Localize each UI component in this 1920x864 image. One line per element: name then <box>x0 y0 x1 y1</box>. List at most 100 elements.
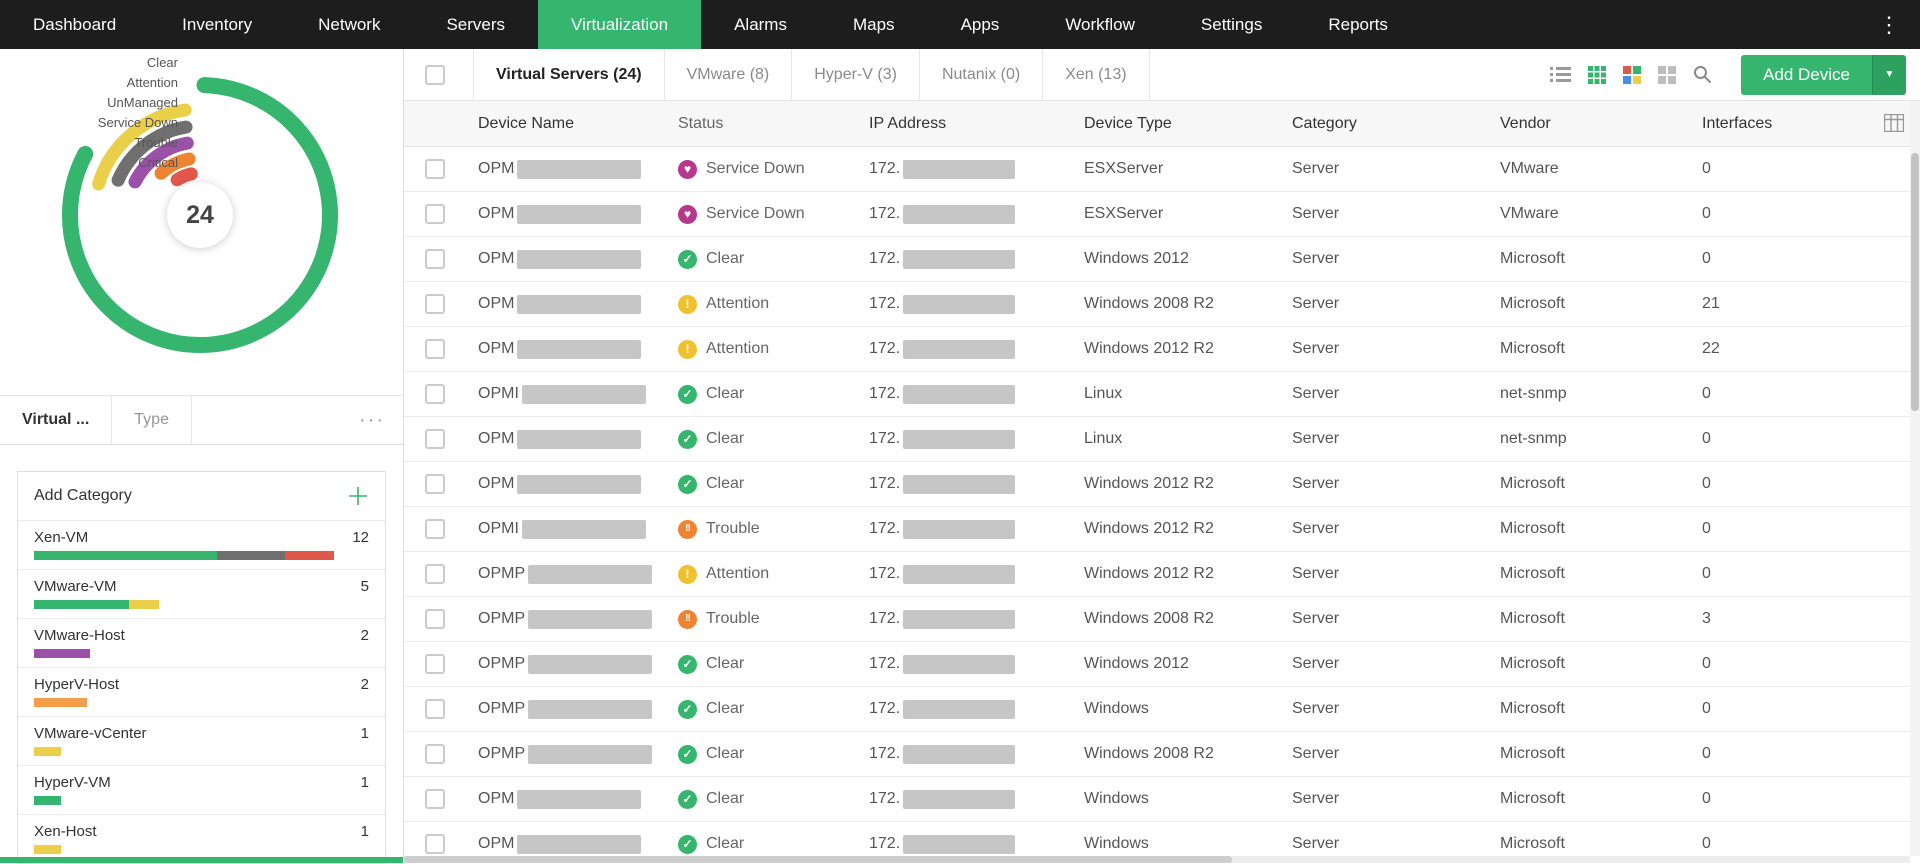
row-checkbox[interactable] <box>425 744 445 764</box>
category-row-xen-vm[interactable]: Xen-VM 12 <box>18 520 385 569</box>
column-header-ip-address[interactable]: IP Address <box>869 115 1084 133</box>
nav-item-network[interactable]: Network <box>285 0 413 49</box>
row-checkbox[interactable] <box>425 564 445 584</box>
row-checkbox[interactable] <box>425 249 445 269</box>
nav-item-reports[interactable]: Reports <box>1295 0 1421 49</box>
table-row[interactable]: OPM ✓ Clear 172. Linux Server net-snmp 0 <box>404 417 1920 462</box>
category-row-xen-host[interactable]: Xen-Host 1 <box>18 814 385 863</box>
row-checkbox[interactable] <box>425 429 445 449</box>
vertical-scrollbar[interactable] <box>1910 101 1920 856</box>
sidebar-tabs: Virtual ... Type ··· <box>0 395 403 445</box>
category-row-vmware-host[interactable]: VMware-Host 2 <box>18 618 385 667</box>
legend-item-service-down[interactable]: Service Down <box>0 113 178 133</box>
column-header-vendor[interactable]: Vendor <box>1500 115 1702 133</box>
table-row[interactable]: OPMP ✓ Clear 172. Windows 2012 Server Mi… <box>404 642 1920 687</box>
nav-item-alarms[interactable]: Alarms <box>701 0 820 49</box>
column-chooser-icon[interactable] <box>1884 114 1904 132</box>
device-tab-xen[interactable]: Xen (13) <box>1043 49 1149 100</box>
category-color-view-icon[interactable] <box>1623 66 1641 84</box>
status-cell: ✓ Clear <box>678 475 869 494</box>
plus-icon[interactable] <box>347 485 369 507</box>
sidebar-tab-virtual[interactable]: Virtual ... <box>0 396 112 444</box>
caret-down-icon[interactable]: ▼ <box>1872 55 1906 95</box>
column-header-device-type[interactable]: Device Type <box>1084 115 1292 133</box>
category-row-hyperv-host[interactable]: HyperV-Host 2 <box>18 667 385 716</box>
nav-item-apps[interactable]: Apps <box>928 0 1033 49</box>
category-cell: Server <box>1292 520 1500 538</box>
column-header-device-name[interactable]: Device Name <box>478 115 678 133</box>
device-tab-nutanix[interactable]: Nutanix (0) <box>920 49 1043 100</box>
table-row[interactable]: OPMP ! Attention 172. Windows 2012 R2 Se… <box>404 552 1920 597</box>
table-row[interactable]: OPM ✓ Clear 172. Windows Server Microsof… <box>404 777 1920 822</box>
nav-item-virtualization[interactable]: Virtualization <box>538 0 701 49</box>
row-checkbox[interactable] <box>425 699 445 719</box>
nav-item-maps[interactable]: Maps <box>820 0 928 49</box>
kebab-menu-icon[interactable]: ⋮ <box>1858 0 1920 49</box>
category-cell: Server <box>1292 745 1500 763</box>
row-checkbox[interactable] <box>425 294 445 314</box>
row-checkbox[interactable] <box>425 384 445 404</box>
table-row[interactable]: OPM ! Attention 172. Windows 2012 R2 Ser… <box>404 327 1920 372</box>
horizontal-scrollbar[interactable] <box>404 856 1910 863</box>
nav-item-workflow[interactable]: Workflow <box>1032 0 1168 49</box>
device-tab-vmware[interactable]: VMware (8) <box>665 49 793 100</box>
nav-item-inventory[interactable]: Inventory <box>149 0 285 49</box>
status-label: Clear <box>706 700 744 718</box>
row-checkbox[interactable] <box>425 204 445 224</box>
legend-item-critical[interactable]: Critical <box>0 153 178 173</box>
device-tab-virtual-servers[interactable]: Virtual Servers (24) <box>474 49 665 100</box>
table-row[interactable]: OPMP !! Trouble 172. Windows 2008 R2 Ser… <box>404 597 1920 642</box>
list-view-icon[interactable] <box>1550 66 1571 84</box>
row-checkbox[interactable] <box>425 609 445 629</box>
legend-item-unmanaged[interactable]: UnManaged <box>0 93 178 113</box>
nav-item-settings[interactable]: Settings <box>1168 0 1295 49</box>
table-row[interactable]: OPMI ✓ Clear 172. Linux Server net-snmp … <box>404 372 1920 417</box>
column-header-status[interactable]: Status <box>678 115 869 133</box>
vendor-cell: VMware <box>1500 160 1702 178</box>
row-checkbox[interactable] <box>425 339 445 359</box>
table-row[interactable]: OPMP ✓ Clear 172. Windows 2008 R2 Server… <box>404 732 1920 777</box>
category-count: 2 <box>361 676 369 693</box>
search-icon[interactable] <box>1693 65 1712 84</box>
more-options-icon[interactable]: ··· <box>341 396 403 444</box>
device-tab-hyper-v[interactable]: Hyper-V (3) <box>792 49 920 100</box>
table-row[interactable]: OPM ✓ Clear 172. Windows 2012 Server Mic… <box>404 237 1920 282</box>
table-row[interactable]: OPMP ✓ Clear 172. Windows Server Microso… <box>404 687 1920 732</box>
redacted-ip <box>903 385 1015 404</box>
category-row-vmware-vcenter[interactable]: VMware-vCenter 1 <box>18 716 385 765</box>
add-device-button[interactable]: Add Device ▼ <box>1741 55 1906 95</box>
grid-view-icon[interactable] <box>1588 66 1606 84</box>
widget-view-icon[interactable] <box>1658 66 1676 84</box>
row-checkbox[interactable] <box>425 519 445 539</box>
column-header-category[interactable]: Category <box>1292 115 1500 133</box>
interfaces-cell: 0 <box>1702 835 1920 853</box>
category-row-vmware-vm[interactable]: VMware-VM 5 <box>18 569 385 618</box>
table-row[interactable]: OPMI !! Trouble 172. Windows 2012 R2 Ser… <box>404 507 1920 552</box>
horizontal-scrollbar-thumb[interactable] <box>404 856 1232 863</box>
table-row[interactable]: OPM ♥ Service Down 172. ESXServer Server… <box>404 147 1920 192</box>
row-checkbox[interactable] <box>425 834 445 854</box>
add-category-button[interactable]: Add Category <box>18 472 385 520</box>
nav-item-servers[interactable]: Servers <box>413 0 538 49</box>
row-checkbox[interactable] <box>425 654 445 674</box>
legend-item-attention[interactable]: Attention <box>0 73 178 93</box>
table-row[interactable]: OPM ! Attention 172. Windows 2008 R2 Ser… <box>404 282 1920 327</box>
ip-prefix: 172. <box>869 475 900 493</box>
row-checkbox[interactable] <box>425 159 445 179</box>
add-device-label[interactable]: Add Device <box>1741 55 1872 95</box>
device-name-prefix: OPM <box>478 205 514 223</box>
vertical-scrollbar-thumb[interactable] <box>1911 153 1919 411</box>
table-row[interactable]: OPM ✓ Clear 172. Windows 2012 R2 Server … <box>404 462 1920 507</box>
select-all-checkbox[interactable] <box>425 65 445 85</box>
status-cell: !! Trouble <box>678 520 869 539</box>
sidebar-tab-type[interactable]: Type <box>112 396 192 444</box>
nav-item-dashboard[interactable]: Dashboard <box>0 0 149 49</box>
table-row[interactable]: OPM ♥ Service Down 172. ESXServer Server… <box>404 192 1920 237</box>
legend-item-clear[interactable]: Clear <box>0 53 178 73</box>
ip-address-cell: 172. <box>869 205 1084 224</box>
row-checkbox[interactable] <box>425 789 445 809</box>
interfaces-cell: 0 <box>1702 430 1920 448</box>
legend-item-trouble[interactable]: Trouble <box>0 133 178 153</box>
row-checkbox[interactable] <box>425 474 445 494</box>
category-row-hyperv-vm[interactable]: HyperV-VM 1 <box>18 765 385 814</box>
